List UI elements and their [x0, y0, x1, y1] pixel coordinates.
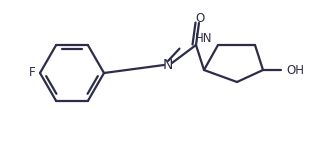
- Text: F: F: [29, 66, 35, 80]
- Text: N: N: [163, 58, 173, 72]
- Text: HN: HN: [195, 33, 213, 46]
- Text: O: O: [195, 11, 205, 24]
- Text: OH: OH: [286, 64, 304, 77]
